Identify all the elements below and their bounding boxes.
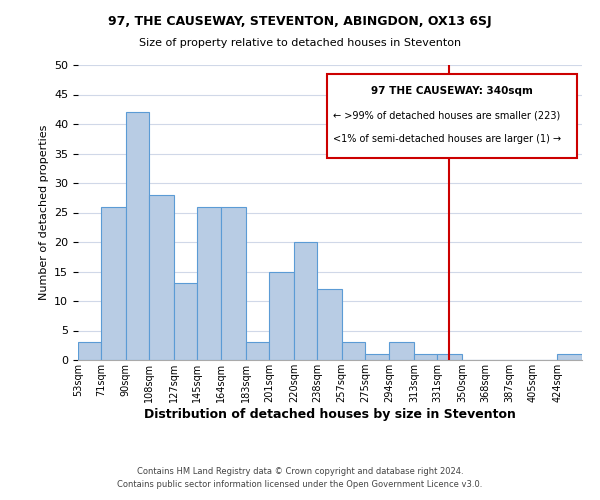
Bar (437, 354, 462, 360)
Text: <1% of semi-detached houses are larger (1) →: <1% of semi-detached houses are larger (… (332, 134, 560, 144)
Bar (341, 342, 365, 360)
Text: ← >99% of detached houses are smaller (223): ← >99% of detached houses are smaller (2… (332, 111, 560, 121)
Text: 97, THE CAUSEWAY, STEVENTON, ABINGDON, OX13 6SJ: 97, THE CAUSEWAY, STEVENTON, ABINGDON, O… (108, 15, 492, 28)
Bar (221, 206, 246, 360)
Bar (101, 206, 126, 360)
Bar (78, 342, 101, 360)
Bar (365, 354, 389, 360)
Text: 97 THE CAUSEWAY: 340sqm: 97 THE CAUSEWAY: 340sqm (371, 86, 533, 96)
Y-axis label: Number of detached properties: Number of detached properties (38, 125, 49, 300)
Bar (149, 195, 173, 360)
Bar (317, 289, 341, 360)
Bar (173, 284, 197, 360)
Bar (557, 354, 582, 360)
FancyBboxPatch shape (328, 74, 577, 158)
Bar (414, 354, 437, 360)
Text: Contains public sector information licensed under the Open Government Licence v3: Contains public sector information licen… (118, 480, 482, 489)
Text: Contains HM Land Registry data © Crown copyright and database right 2024.: Contains HM Land Registry data © Crown c… (137, 467, 463, 476)
Bar (294, 242, 317, 360)
Bar (126, 112, 149, 360)
Bar (269, 272, 294, 360)
Text: Size of property relative to detached houses in Steventon: Size of property relative to detached ho… (139, 38, 461, 48)
Bar (246, 342, 269, 360)
Bar (389, 342, 414, 360)
X-axis label: Distribution of detached houses by size in Steventon: Distribution of detached houses by size … (144, 408, 516, 421)
Bar (197, 206, 221, 360)
